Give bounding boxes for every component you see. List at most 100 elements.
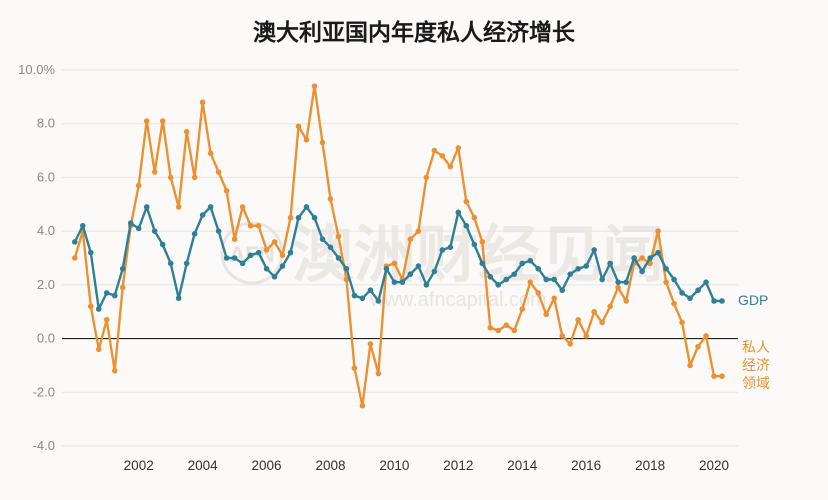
x-tick-label: 2018 xyxy=(635,458,665,473)
data-point-gdp xyxy=(135,225,142,232)
data-point-private xyxy=(687,362,693,369)
data-point-private xyxy=(471,214,478,221)
data-point-private xyxy=(599,319,605,326)
data-point-gdp xyxy=(599,276,605,283)
data-point-gdp xyxy=(591,247,597,253)
data-point-gdp xyxy=(607,260,613,267)
data-point-gdp xyxy=(191,231,198,237)
data-point-gdp xyxy=(479,260,486,267)
data-point-private xyxy=(671,300,677,307)
data-point-gdp xyxy=(319,236,326,242)
data-point-gdp xyxy=(551,276,558,283)
data-point-gdp xyxy=(383,265,390,272)
data-point-gdp xyxy=(631,255,637,261)
data-point-gdp xyxy=(183,260,190,267)
data-point-private xyxy=(287,214,294,221)
y-tick-label: 6.0 xyxy=(37,169,55,184)
x-tick-label: 2016 xyxy=(571,458,601,473)
data-point-private xyxy=(351,365,358,371)
data-point-private xyxy=(367,341,374,347)
data-point-gdp xyxy=(199,212,206,218)
data-point-gdp xyxy=(343,265,350,272)
data-point-private xyxy=(303,137,310,143)
data-point-private xyxy=(431,147,438,154)
data-point-private xyxy=(711,373,717,379)
data-point-gdp xyxy=(487,274,494,280)
data-point-private xyxy=(703,333,709,339)
data-point-private xyxy=(559,333,566,339)
data-point-private xyxy=(511,327,518,334)
data-point-gdp xyxy=(359,295,366,302)
data-point-gdp xyxy=(287,249,294,256)
x-tick-label: 2004 xyxy=(188,458,219,473)
data-point-gdp xyxy=(311,214,318,221)
y-tick-label: 4.0 xyxy=(37,223,55,238)
data-point-gdp xyxy=(223,255,230,261)
data-point-gdp xyxy=(559,287,566,294)
data-point-gdp xyxy=(143,204,150,210)
data-point-gdp xyxy=(151,228,158,234)
data-point-private xyxy=(463,198,470,205)
data-point-private xyxy=(519,306,526,312)
y-axis-ticks: 10.0% 8.0 6.0 4.0 2.0 0.0 -2.0 -4.0 xyxy=(18,62,55,453)
data-point-private xyxy=(151,169,158,175)
data-point-gdp xyxy=(167,260,174,267)
data-point-gdp xyxy=(463,222,470,229)
data-point-private xyxy=(423,174,430,181)
data-point-private xyxy=(175,204,182,210)
data-point-gdp xyxy=(367,287,374,294)
data-point-private xyxy=(231,236,238,242)
data-point-private xyxy=(279,252,286,259)
y-tick-label: -2.0 xyxy=(33,384,55,399)
grid xyxy=(62,69,738,447)
data-point-gdp xyxy=(407,271,414,277)
data-point-gdp xyxy=(87,249,94,256)
data-point-private xyxy=(223,188,230,194)
data-point-gdp xyxy=(535,265,542,272)
data-point-private xyxy=(295,123,302,130)
data-point-private xyxy=(71,255,78,261)
y-tick-label: -4.0 xyxy=(33,438,55,453)
data-point-private xyxy=(199,99,206,106)
x-tick-label: 2008 xyxy=(315,458,345,473)
data-point-private xyxy=(591,308,597,315)
data-point-private xyxy=(167,174,174,181)
x-tick-label: 2020 xyxy=(699,458,729,473)
data-point-gdp xyxy=(271,274,278,280)
data-point-gdp xyxy=(111,292,118,299)
data-point-private xyxy=(143,118,150,124)
y-tick-label: 10.0% xyxy=(18,62,55,77)
x-tick-label: 2002 xyxy=(124,458,154,473)
series-label-private: 私人 xyxy=(742,340,770,356)
data-point-gdp xyxy=(303,204,310,210)
data-point-gdp xyxy=(455,209,462,216)
data-point-gdp xyxy=(255,249,262,256)
data-point-gdp xyxy=(295,214,302,221)
data-point-private xyxy=(679,319,685,326)
data-point-private xyxy=(359,402,366,409)
watermark-url: www.afncapital.com xyxy=(369,289,547,311)
series-layer xyxy=(71,83,725,409)
data-point-gdp xyxy=(415,263,422,269)
data-point-private xyxy=(439,153,446,159)
data-point-gdp xyxy=(503,276,510,283)
data-point-gdp xyxy=(679,290,685,296)
x-tick-label: 2006 xyxy=(252,458,282,473)
data-point-gdp xyxy=(335,255,342,261)
x-tick-label: 2010 xyxy=(379,458,409,473)
data-point-gdp xyxy=(639,268,645,275)
data-point-gdp xyxy=(239,260,246,267)
data-point-gdp xyxy=(79,222,86,229)
data-point-private xyxy=(335,233,342,240)
x-axis-ticks: 2002 2004 2006 2008 2010 2012 2014 2016 2018 2020 xyxy=(124,458,729,473)
data-point-private xyxy=(159,118,166,124)
data-point-gdp xyxy=(655,249,661,256)
data-point-private xyxy=(479,239,486,245)
data-point-gdp xyxy=(159,241,166,248)
data-point-private xyxy=(183,128,190,135)
data-point-gdp xyxy=(127,220,134,226)
x-tick-label: 2014 xyxy=(507,458,538,473)
data-point-gdp xyxy=(215,228,222,234)
data-point-gdp xyxy=(207,204,214,210)
data-point-gdp xyxy=(103,290,110,296)
